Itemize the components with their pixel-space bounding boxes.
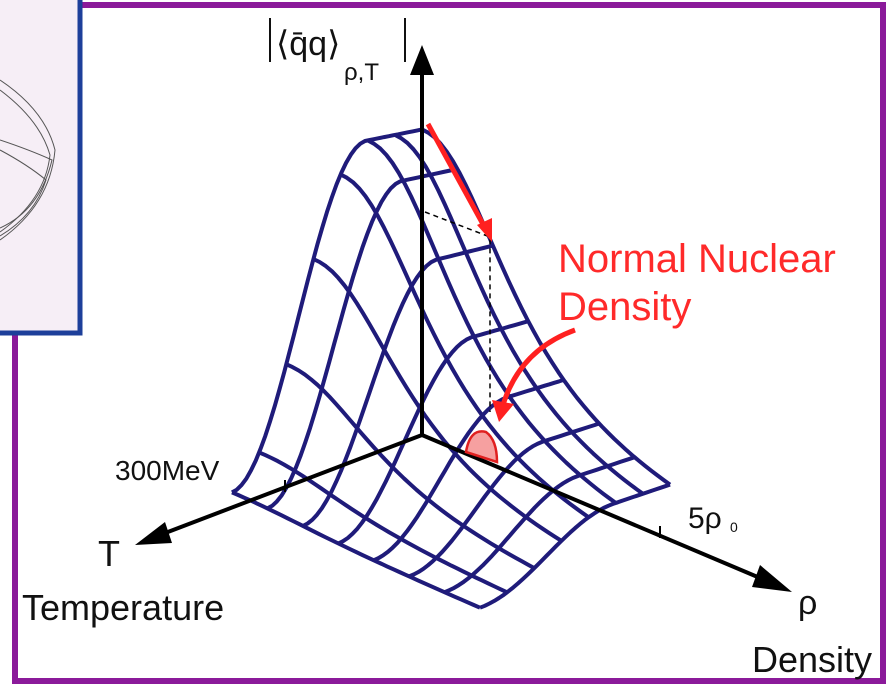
surface-line: [479, 482, 671, 610]
surface-line: [312, 257, 563, 543]
surface-line: [231, 127, 423, 495]
temperature-axis: [159, 433, 423, 537]
temperature-name: Temperature: [22, 587, 224, 628]
arrowhead: [135, 522, 172, 545]
frame: [12, 2, 886, 684]
surface: [231, 127, 672, 610]
vertical-axis-subscript: ρ,T: [344, 59, 379, 86]
density-tick-subscript: 0: [730, 519, 738, 535]
red-arrow: [500, 327, 576, 406]
surface-line: [266, 166, 458, 511]
normal-density-marker: [464, 430, 499, 464]
red-arrow: [425, 122, 487, 228]
temperature-tick: 300MeV: [115, 455, 220, 486]
surface-line: [285, 362, 536, 570]
density-axis: [421, 433, 761, 580]
density-symbol: ρ: [798, 584, 817, 622]
annotation-line: Density: [558, 285, 691, 329]
inset-curves: [0, 79, 56, 241]
surface-line: [393, 133, 645, 496]
surface-line: [231, 490, 481, 610]
surface-line: [339, 172, 590, 519]
density-tick: 5ρ: [688, 502, 722, 535]
annotation-line: Normal Nuclear: [558, 237, 836, 281]
density-name: Density: [752, 639, 872, 680]
inset: [0, 0, 83, 336]
surface-line: [372, 377, 565, 563]
surface-line: [366, 138, 617, 505]
arrowhead: [752, 565, 792, 592]
temperature-symbol: T: [98, 533, 120, 574]
surface-line: [301, 243, 494, 528]
surface-line: [408, 421, 600, 579]
surface-line: [337, 319, 529, 546]
vertical-axis-label: ⟨q̄q⟩: [276, 25, 340, 63]
surface-line: [421, 127, 672, 487]
surface-line: [258, 450, 508, 595]
surface-line: [443, 455, 636, 595]
arrowhead: [410, 45, 434, 75]
arrowhead: [492, 400, 514, 422]
arrowhead: [477, 218, 492, 242]
axes: [159, 70, 761, 580]
